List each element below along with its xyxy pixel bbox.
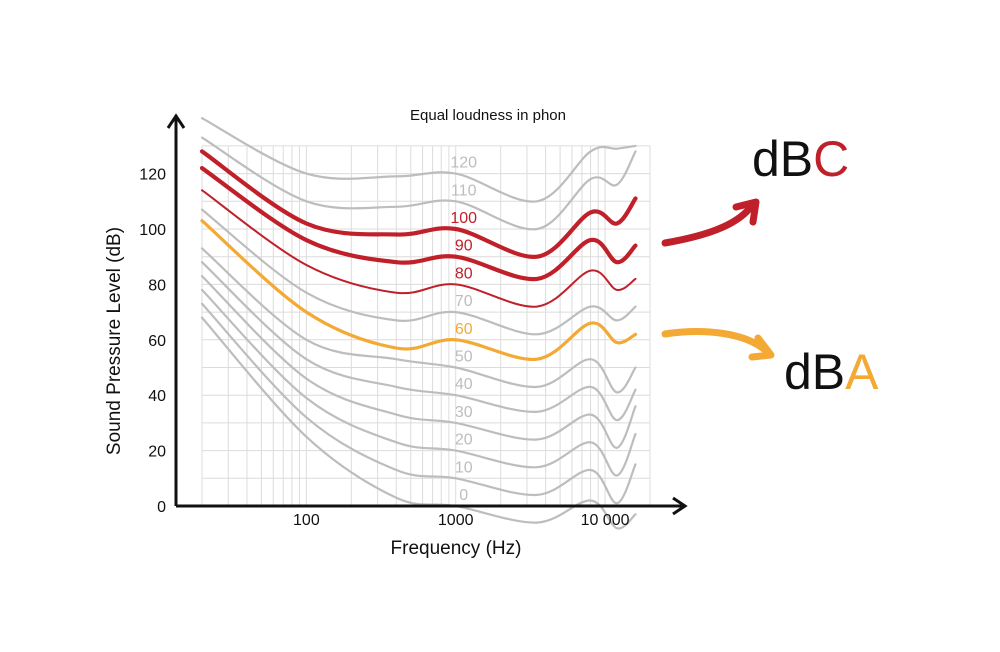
y-tick-label: 120 (139, 167, 166, 184)
series-label-70-phon: 70 (455, 293, 473, 310)
dba-accent: A (845, 344, 879, 400)
series-line-60-phon (200, 219, 638, 361)
series-line-90-phon (199, 166, 638, 282)
series-label-0-phon: 0 (459, 487, 468, 504)
x-axis-title: Frequency (Hz) (391, 538, 522, 559)
y-tick-label: 20 (148, 444, 166, 461)
chart-title: Equal loudness in phon (410, 107, 566, 124)
y-tick-label: 60 (148, 333, 166, 350)
x-tick-label: 10 000 (581, 512, 630, 529)
dbc-accent: C (813, 131, 849, 187)
series-label-10-phon: 10 (455, 459, 473, 476)
series-label-40-phon: 40 (455, 376, 473, 393)
series-line-100-phon (199, 149, 638, 259)
dba-label: dBA (784, 344, 879, 400)
series-label-100-phon: 100 (450, 210, 477, 227)
series-label-110-phon: 110 (451, 182, 477, 199)
series-line-0-phon (200, 316, 637, 530)
series-line-10-phon (200, 302, 637, 505)
series-label-30-phon: 30 (455, 404, 473, 421)
curves (199, 117, 638, 530)
x-tick-label: 1000 (438, 512, 474, 529)
axes (166, 113, 688, 516)
dbc-arrowhead (732, 198, 760, 226)
y-tick-label: 80 (148, 277, 166, 294)
series-line-30-phon (200, 275, 637, 449)
dba-arrowhead (748, 334, 775, 361)
series-line-20-phon (200, 288, 637, 477)
series-line-80-phon (201, 189, 637, 308)
series-line-50-phon (200, 247, 637, 394)
series-line-120-phon (200, 117, 637, 203)
dbc-arrow (661, 204, 754, 247)
series-label-20-phon: 20 (455, 432, 473, 449)
y-axis-title: Sound Pressure Level (dB) (104, 227, 125, 455)
series-label-50-phon: 50 (455, 349, 473, 366)
dba-arrow (661, 328, 769, 354)
series-label-60-phon: 60 (455, 321, 473, 338)
dbc-callout: dBC (661, 131, 849, 247)
x-tick-label: 100 (293, 512, 320, 529)
dbc-label: dBC (752, 131, 849, 187)
y-tick-label: 40 (148, 388, 166, 405)
series-label-90-phon: 90 (455, 238, 473, 255)
dbc-prefix: dB (752, 131, 813, 187)
series-line-70-phon (200, 208, 637, 336)
series-line-110-phon (200, 136, 637, 231)
series-label-80-phon: 80 (455, 265, 473, 282)
series-label-120-phon: 120 (450, 155, 477, 172)
y-axis-arrowhead (166, 113, 186, 129)
y-tick-label: 100 (139, 222, 166, 239)
dba-prefix: dB (784, 344, 845, 400)
y-tick-label: 0 (157, 499, 166, 516)
x-axis-arrowhead (672, 496, 688, 516)
series-line-40-phon (200, 261, 637, 422)
dba-callout: dBA (661, 328, 879, 400)
curve-labels: 0 10 20 30 40 50 60 70 80 90 100 110 120 (450, 155, 477, 504)
